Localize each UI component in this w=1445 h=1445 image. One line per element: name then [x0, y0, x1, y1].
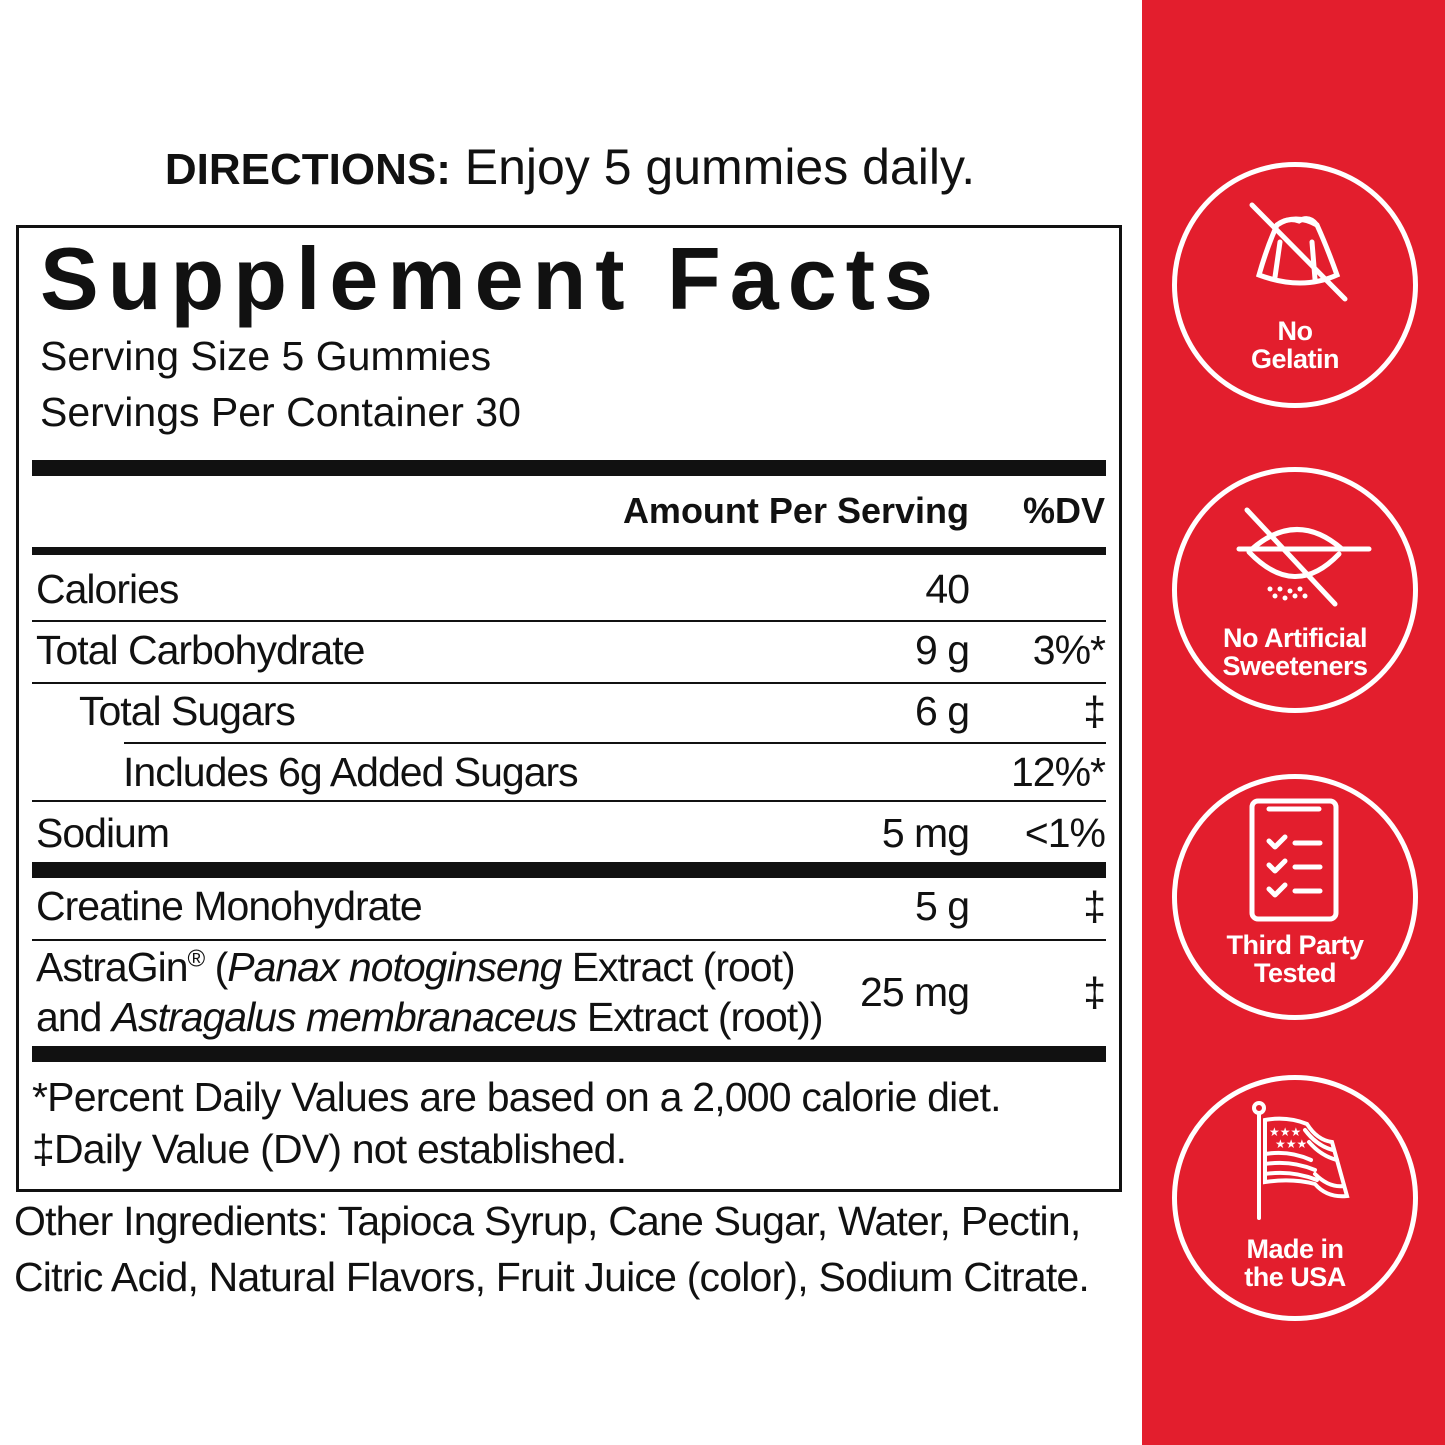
row-amount-astragin: 25 mg	[860, 969, 970, 1015]
text: No	[1277, 316, 1314, 346]
text: (	[204, 944, 229, 990]
header-dv: %DV	[1022, 490, 1105, 531]
row-name-calories: Calories	[36, 566, 179, 612]
footnote-dv: *Percent Daily Values are based on a 2,0…	[32, 1074, 1001, 1120]
row-dv-added-sugars: 12%*	[1010, 749, 1106, 795]
serving-size: Serving Size 5 Gummies	[40, 333, 492, 379]
directions-label: DIRECTIONS:	[164, 145, 451, 194]
text: Third Party	[1226, 930, 1364, 960]
row-amount-creatine: 5 g	[915, 883, 970, 929]
text: Sweeteners	[1222, 651, 1368, 681]
divider-thick	[32, 1046, 1106, 1062]
row-dv-creatine: ‡	[1083, 883, 1106, 929]
row-name-creatine: Creatine Monohydrate	[36, 883, 423, 929]
clipboard-checklist-icon	[1249, 798, 1339, 922]
text: Extract (root))	[576, 994, 824, 1040]
footnote-not-established: ‡Daily Value (DV) not established.	[32, 1126, 627, 1172]
other-ingredients-line2: Citric Acid, Natural Flavors, Fruit Juic…	[14, 1254, 1090, 1300]
badge-label: Third Party Tested	[1177, 931, 1413, 987]
badge-label: No Gelatin	[1177, 317, 1413, 373]
row-amount-sugars: 6 g	[915, 688, 970, 734]
divider	[32, 620, 1106, 622]
badge-label: Made in the USA	[1177, 1235, 1413, 1291]
row-dv-sodium: <1%	[1024, 810, 1106, 856]
registered-mark: ®	[187, 945, 206, 973]
divider	[32, 800, 1106, 802]
latin-name: Panax notoginseng	[227, 944, 562, 990]
facts-title: Supplement Facts	[40, 229, 942, 328]
text: No Artificial	[1222, 623, 1368, 653]
divider	[32, 939, 1106, 941]
row-amount-sodium: 5 mg	[881, 810, 970, 856]
row-name-carbohydrate: Total Carbohydrate	[36, 627, 365, 673]
row-dv-carbohydrate: 3%*	[1032, 627, 1106, 673]
text: Gelatin	[1250, 344, 1340, 374]
badge-label: No Artificial Sweeteners	[1177, 624, 1413, 680]
text: the USA	[1244, 1262, 1346, 1292]
row-name-sodium: Sodium	[36, 810, 170, 856]
divider-medium	[32, 547, 1106, 555]
no-gelatin-icon	[1249, 202, 1348, 302]
row-name-added-sugars: Includes 6g Added Sugars	[123, 749, 579, 795]
text: Extract (root)	[561, 944, 796, 990]
row-name-astragin-line2: and Astragalus membranaceus Extract (roo…	[36, 994, 824, 1041]
text: Tested	[1253, 958, 1337, 988]
badge-made-in-usa: ★★★ ★★★ Made in the USA	[1172, 1075, 1418, 1321]
usa-flag-icon: ★★★★★★	[1252, 1101, 1350, 1220]
no-artificial-sweeteners-icon	[1236, 507, 1372, 607]
directions-text: Enjoy 5 gummies daily.	[450, 139, 976, 195]
divider	[124, 742, 1106, 744]
text: and	[36, 994, 112, 1040]
other-ingredients-line1: Other Ingredients: Tapioca Syrup, Cane S…	[14, 1198, 1081, 1244]
badge-no-artificial-sweeteners: No Artificial Sweeteners	[1172, 467, 1418, 713]
badge-no-gelatin: No Gelatin	[1172, 162, 1418, 408]
supplement-facts-panel	[16, 225, 1122, 1192]
row-amount-calories: 40	[925, 566, 970, 612]
header-amount: Amount Per Serving	[622, 490, 969, 531]
divider-thick	[32, 460, 1106, 476]
astragin-brand: AstraGin	[36, 944, 188, 990]
svg-text:★★★: ★★★	[1275, 1137, 1307, 1151]
row-dv-sugars: ‡	[1083, 688, 1106, 734]
row-name-astragin-line1: AstraGin® (Panax notoginseng Extract (ro…	[36, 944, 796, 991]
row-dv-astragin: ‡	[1083, 969, 1106, 1015]
divider-thick	[32, 862, 1106, 878]
text: Made in	[1246, 1234, 1344, 1264]
svg-text:★★★: ★★★	[1269, 1125, 1301, 1139]
badge-third-party-tested: Third Party Tested	[1172, 774, 1418, 1020]
row-name-sugars: Total Sugars	[79, 688, 296, 734]
divider	[32, 682, 1106, 684]
row-amount-carbohydrate: 9 g	[915, 627, 970, 673]
directions: DIRECTIONS: Enjoy 5 gummies daily.	[0, 138, 1140, 196]
servings-per-container: Servings Per Container 30	[40, 389, 521, 435]
latin-name: Astragalus membranaceus	[111, 994, 578, 1040]
